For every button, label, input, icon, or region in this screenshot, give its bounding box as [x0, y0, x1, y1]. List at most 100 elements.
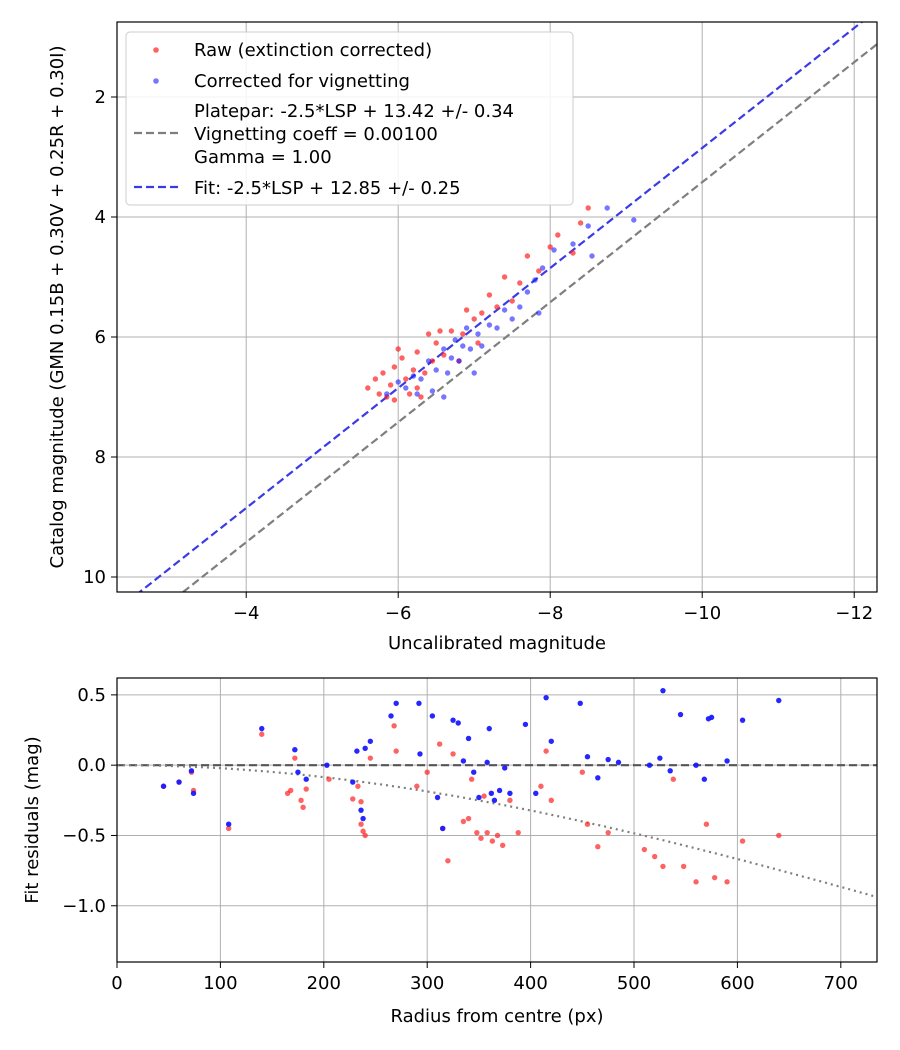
raw-residual-point	[670, 776, 676, 782]
raw-residual-point	[292, 755, 298, 761]
raw-point	[376, 391, 382, 397]
corrected-point	[479, 343, 485, 349]
top-y-tick-label: 4	[95, 207, 106, 228]
raw-point	[524, 253, 531, 259]
legend-corrected-marker	[153, 78, 159, 84]
corrected-residual-point	[259, 725, 265, 732]
raw-point	[414, 385, 420, 391]
raw-residual-point	[298, 797, 304, 804]
raw-point	[387, 382, 394, 388]
raw-residual-point	[507, 797, 513, 804]
corrected-point	[425, 358, 432, 364]
raw-residual-point	[367, 755, 374, 761]
legend-fit-label: Fit: -2.5*LSP + 12.85 +/- 0.25	[194, 178, 461, 199]
bottom-data-points	[160, 687, 782, 885]
raw-residual-point	[358, 799, 364, 805]
corrected-residual-point	[292, 747, 298, 753]
bottom-x-tick-label: 0	[111, 973, 122, 994]
legend-corrected-label: Corrected for vignetting	[194, 71, 410, 92]
corrected-point	[467, 346, 474, 352]
bottom-ticks: 0 100 200 300 400 500 600 700 0.5 0.0 −0.5 −1.0	[62, 685, 858, 994]
corrected-residual-point	[429, 713, 436, 719]
corrected-residual-point	[646, 762, 653, 768]
corrected-residual-point	[360, 815, 366, 822]
corrected-residual-point	[548, 738, 554, 744]
raw-point	[380, 370, 386, 376]
corrected-point	[441, 346, 447, 352]
top-x-tick-label: −12	[835, 603, 873, 624]
corrected-residual-point	[440, 825, 446, 832]
legend-box	[125, 31, 574, 206]
raw-point	[494, 304, 500, 310]
corrected-residual-point	[367, 738, 374, 744]
corrected-residual-point	[450, 717, 456, 723]
corrected-residual-point	[739, 717, 746, 723]
bottom-axes-frame	[116, 677, 878, 963]
corrected-point	[524, 289, 531, 295]
raw-residual-point	[711, 874, 718, 881]
corrected-residual-point	[362, 745, 368, 751]
raw-residual-point	[478, 835, 484, 841]
corrected-residual-point	[434, 794, 441, 801]
corrected-residual-point	[416, 700, 422, 707]
top-x-tick-label: −10	[683, 603, 721, 624]
corrected-point	[517, 304, 523, 310]
corrected-residual-point	[455, 720, 461, 726]
corrected-residual-point	[677, 711, 684, 718]
top-fit-lines	[138, 22, 877, 592]
corrected-residual-point	[324, 762, 330, 768]
raw-point	[433, 340, 439, 346]
corrected-point	[570, 241, 576, 247]
corrected-point	[585, 223, 591, 229]
raw-point	[422, 370, 428, 376]
corrected-point	[509, 316, 515, 322]
raw-residual-point	[362, 832, 368, 839]
raw-residual-point	[468, 776, 475, 782]
corrected-point	[452, 337, 458, 343]
raw-residual-point	[355, 783, 361, 789]
raw-residual-point	[693, 879, 699, 885]
bottom-x-tick-label: 700	[824, 973, 858, 994]
corrected-point	[486, 322, 493, 328]
raw-residual-point	[579, 769, 586, 775]
legend-platepar-line1: Platepar: -2.5*LSP + 13.42 +/- 0.34	[194, 101, 514, 122]
corrected-point	[463, 325, 470, 331]
corrected-residual-point	[507, 790, 513, 796]
corrected-residual-point	[496, 787, 503, 794]
corrected-point	[410, 373, 417, 379]
corrected-point	[460, 343, 466, 349]
raw-residual-point	[424, 769, 430, 775]
corrected-residual-point	[388, 713, 394, 719]
raw-residual-point	[300, 804, 306, 811]
corrected-residual-point	[491, 797, 498, 804]
corrected-point	[501, 307, 508, 313]
raw-point	[501, 274, 508, 280]
legend-raw-marker	[153, 47, 159, 53]
raw-residual-point	[499, 842, 506, 849]
corrected-point	[536, 310, 542, 316]
raw-point	[365, 385, 371, 391]
raw-residual-point	[680, 863, 687, 870]
raw-point	[471, 316, 477, 322]
corrected-residual-point	[225, 821, 232, 827]
raw-residual-point	[360, 828, 366, 834]
corrected-residual-point	[701, 776, 708, 782]
raw-residual-point	[393, 748, 399, 754]
raw-residual-point	[724, 879, 730, 885]
legend: Raw (extinction corrected) Corrected for…	[125, 31, 574, 206]
bottom-x-tick-label: 400	[513, 973, 547, 994]
top-x-tick-label: −4	[233, 603, 260, 624]
corrected-residual-point	[667, 768, 673, 774]
bottom-y-tick-label: −0.5	[62, 825, 106, 846]
raw-point	[460, 331, 466, 337]
corrected-residual-point	[393, 700, 399, 707]
raw-point	[414, 349, 420, 355]
corrected-point	[604, 205, 610, 211]
raw-residual-point	[605, 829, 611, 836]
raw-residual-point	[259, 731, 265, 737]
top-ticks: −4 −6 −8 −10 −12 2 4 6 8 10	[83, 87, 873, 624]
platepar-line	[181, 43, 877, 592]
top-x-tick-label: −8	[537, 603, 564, 624]
bottom-x-tick-label: 300	[410, 973, 444, 994]
